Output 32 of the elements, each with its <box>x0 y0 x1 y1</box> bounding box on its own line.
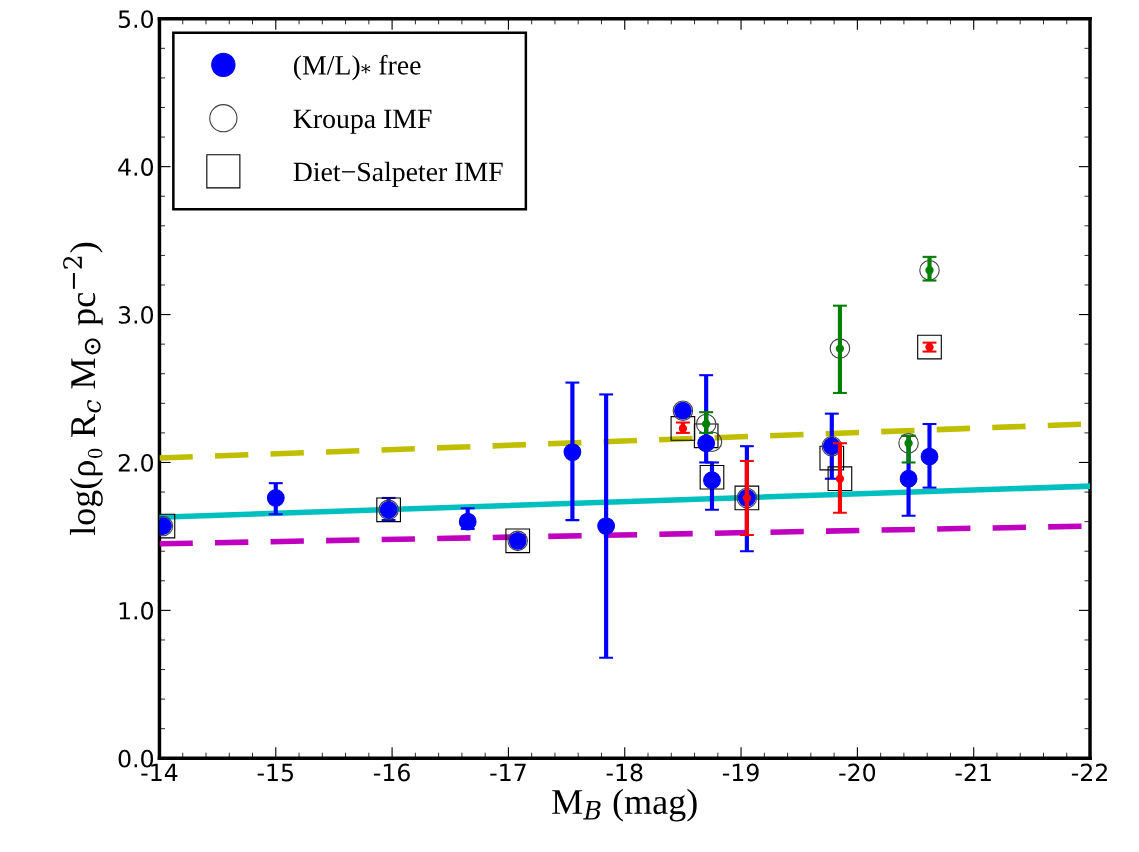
point <box>819 445 845 471</box>
point <box>827 466 853 492</box>
point <box>266 489 285 507</box>
y-tick-label: 3.0 <box>118 306 154 324</box>
point <box>920 447 939 466</box>
legend-label: Kroupa IMF <box>293 109 432 134</box>
legend-label: Diet−Salpeter IMF <box>293 161 503 187</box>
point <box>917 334 942 360</box>
x-tick-label: -17 <box>490 763 526 782</box>
legend-label: (M/L)$_{*}$ free <box>294 54 421 81</box>
point <box>670 416 696 441</box>
x-tick-label: -16 <box>373 763 410 782</box>
point <box>458 512 477 531</box>
x-tick-label: -18 <box>606 763 643 782</box>
x-tick-label: -19 <box>722 763 759 782</box>
point <box>699 464 725 490</box>
x-tick-label: -20 <box>839 763 876 782</box>
point <box>693 423 719 449</box>
x-tick-label: -21 <box>955 763 991 782</box>
point <box>899 469 918 488</box>
point <box>898 432 919 454</box>
y-tick-label: 1.0 <box>119 601 154 620</box>
point <box>563 443 582 462</box>
y-axis-title: log(ρ₀ R$_{c}$ M$_{⊙}$ pc$^{−2}$) <box>63 242 103 536</box>
x-tick-label: -22 <box>1071 763 1107 782</box>
y-tick-label: 5.0 <box>118 10 154 29</box>
x-axis-title: M$_{B}$ (mag) <box>552 788 697 822</box>
y-tick-label: 2.0 <box>118 453 154 472</box>
y-tick-label: 4.0 <box>118 158 154 176</box>
point <box>829 338 851 359</box>
point <box>597 517 616 535</box>
x-tick-label: -15 <box>257 763 293 782</box>
